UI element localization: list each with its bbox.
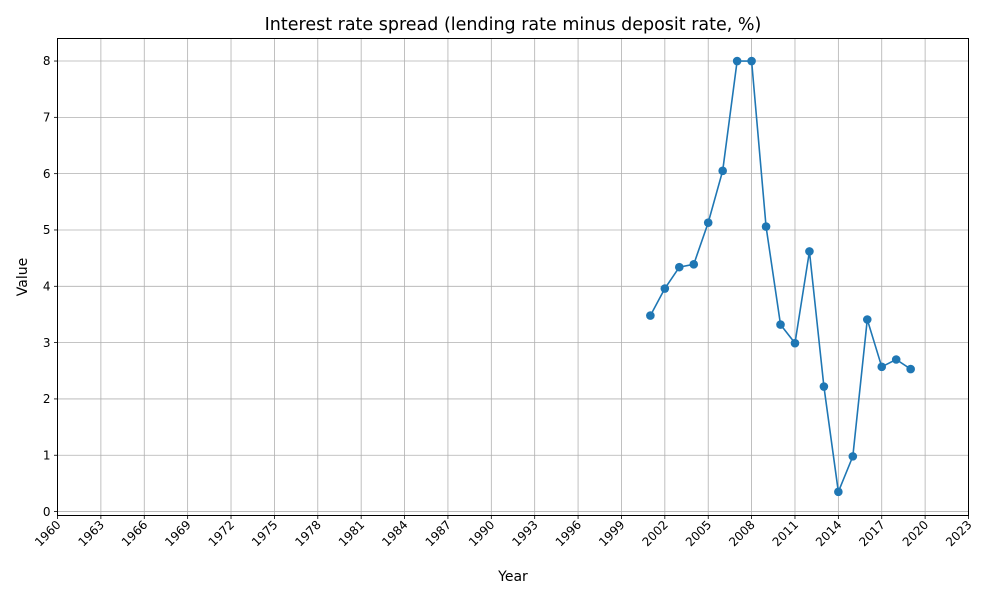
y-tick-label: 5 bbox=[43, 223, 51, 237]
data-point bbox=[718, 166, 727, 176]
data-series bbox=[646, 56, 915, 497]
y-tick-label: 1 bbox=[43, 448, 51, 462]
data-point bbox=[646, 311, 655, 320]
data-point bbox=[819, 382, 829, 391]
y-tick-label: 4 bbox=[43, 279, 51, 293]
data-point bbox=[776, 320, 785, 329]
data-point bbox=[848, 452, 858, 461]
data-point bbox=[805, 247, 814, 256]
plot-area-frame bbox=[57, 38, 969, 516]
y-tick-label: 7 bbox=[43, 111, 51, 125]
data-point bbox=[834, 487, 843, 497]
data-point bbox=[877, 362, 887, 372]
data-point bbox=[761, 222, 771, 231]
data-point bbox=[862, 315, 872, 324]
data-point bbox=[790, 338, 800, 348]
data-point bbox=[689, 260, 699, 269]
data-point bbox=[674, 262, 684, 272]
y-tick-label: 8 bbox=[43, 54, 51, 68]
y-tick-label: 0 bbox=[43, 505, 51, 519]
grid-lines bbox=[57, 38, 969, 516]
x-axis-title: Year bbox=[497, 569, 528, 585]
y-tick-label: 6 bbox=[43, 167, 51, 181]
data-point bbox=[747, 56, 756, 66]
data-point bbox=[906, 364, 915, 374]
y-tick-label: 2 bbox=[43, 392, 51, 406]
chart-title: Interest rate spread (lending rate minus… bbox=[265, 15, 762, 35]
data-point bbox=[732, 56, 742, 66]
data-point bbox=[891, 355, 901, 364]
y-axis-title: Value bbox=[15, 258, 31, 296]
data-point bbox=[660, 284, 670, 293]
data-point bbox=[703, 218, 713, 227]
y-tick-label: 3 bbox=[43, 336, 51, 350]
